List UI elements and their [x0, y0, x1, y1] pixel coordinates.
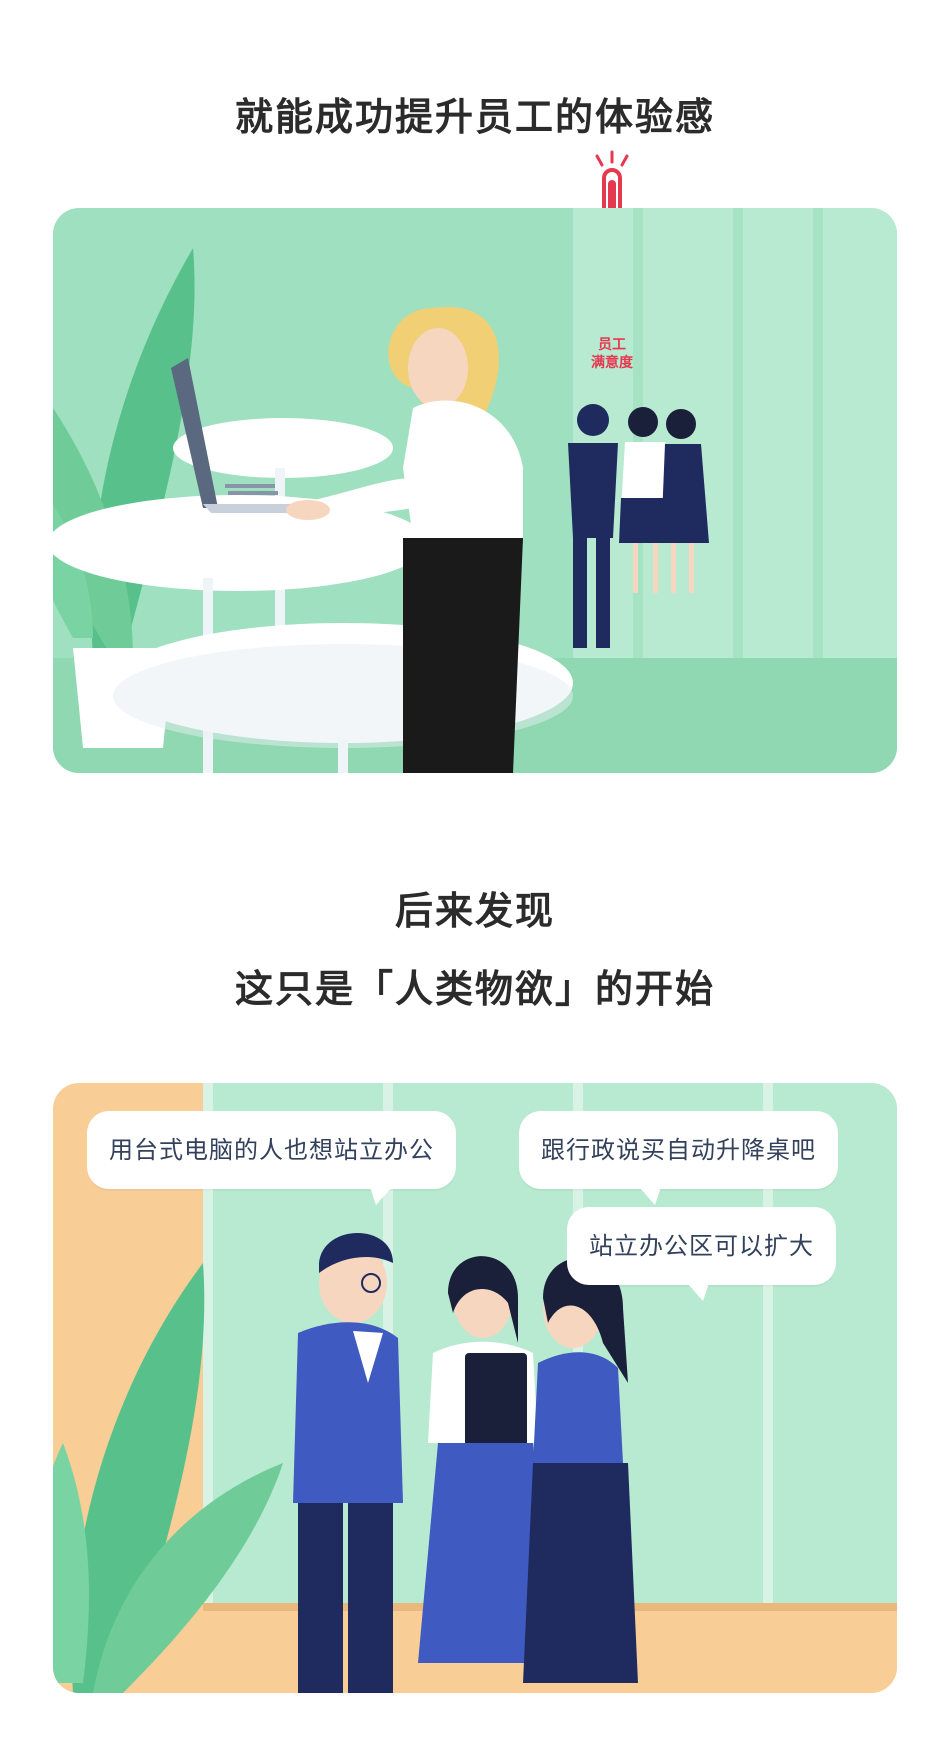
heading-middle-line2: 这只是「人类物欲」的开始	[234, 967, 715, 1011]
speech-bubble-desktop-users: 用台式电脑的人也想站立办公	[87, 1111, 456, 1205]
speech-bubble-buy-desks: 跟行政说买自动升降桌吧	[519, 1111, 838, 1205]
thermometer-label: 员工 满意度	[577, 336, 647, 372]
thermometer-label-line1: 员工	[598, 337, 626, 353]
heading-middle-line1: 后来发现	[394, 889, 555, 933]
speech-bubble-expand-area: 站立办公区可以扩大	[567, 1207, 836, 1301]
heading-top: 就能成功提升员工的体验感	[234, 95, 715, 139]
illustration-standing-desk	[53, 208, 897, 773]
thermometer-label-line2: 满意度	[591, 355, 633, 371]
illustration-office-discussion: 用台式电脑的人也想站立办公 跟行政说买自动升降桌吧 站立办公区可以扩大	[53, 1083, 897, 1693]
